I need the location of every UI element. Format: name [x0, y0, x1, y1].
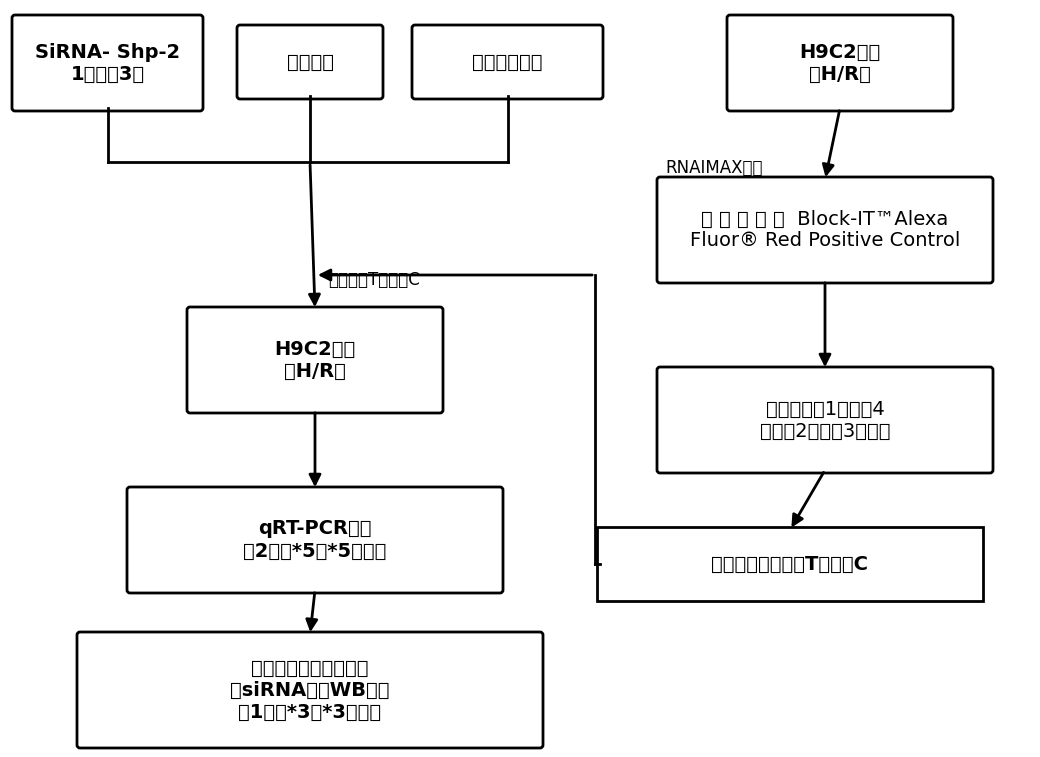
FancyBboxPatch shape [597, 527, 983, 601]
FancyBboxPatch shape [77, 632, 543, 748]
Text: 荧光拍照（1细胞，4
浓度，2时间，3重复）: 荧光拍照（1细胞，4 浓度，2时间，3重复） [760, 400, 890, 441]
Text: 挑选一条沉默效果最好
的siRNA进行WB验证
（1蛋白*3组*3重复）: 挑选一条沉默效果最好 的siRNA进行WB验证 （1蛋白*3组*3重复） [230, 659, 390, 721]
Text: 获得最佳转染时间T与浓度C: 获得最佳转染时间T与浓度C [711, 554, 868, 574]
Text: RNAIMAX转染: RNAIMAX转染 [665, 159, 762, 177]
Text: H9C2细胞
（H/R）: H9C2细胞 （H/R） [275, 339, 356, 381]
Text: qRT-PCR验证
（2基因*5组*5重复）: qRT-PCR验证 （2基因*5组*5重复） [243, 519, 387, 560]
FancyBboxPatch shape [727, 15, 953, 111]
Text: 空白模型对照: 空白模型对照 [472, 52, 543, 71]
FancyBboxPatch shape [12, 15, 203, 111]
FancyBboxPatch shape [657, 367, 993, 473]
Text: H9C2细胞
（H/R）: H9C2细胞 （H/R） [800, 42, 881, 83]
FancyBboxPatch shape [187, 307, 443, 413]
FancyBboxPatch shape [412, 25, 603, 99]
Text: 荧 光 对 照 ，  Block-IT™Alexa
Fluor® Red Positive Control: 荧 光 对 照 ， Block-IT™Alexa Fluor® Red Posi… [690, 210, 960, 251]
Text: 转染时间T与浓度C: 转染时间T与浓度C [328, 271, 420, 289]
FancyBboxPatch shape [657, 177, 993, 283]
FancyBboxPatch shape [127, 487, 503, 593]
FancyBboxPatch shape [237, 25, 383, 99]
Text: SiRNA- Shp-2
1基因，3条: SiRNA- Shp-2 1基因，3条 [35, 42, 180, 83]
Text: 阴性对照: 阴性对照 [286, 52, 334, 71]
